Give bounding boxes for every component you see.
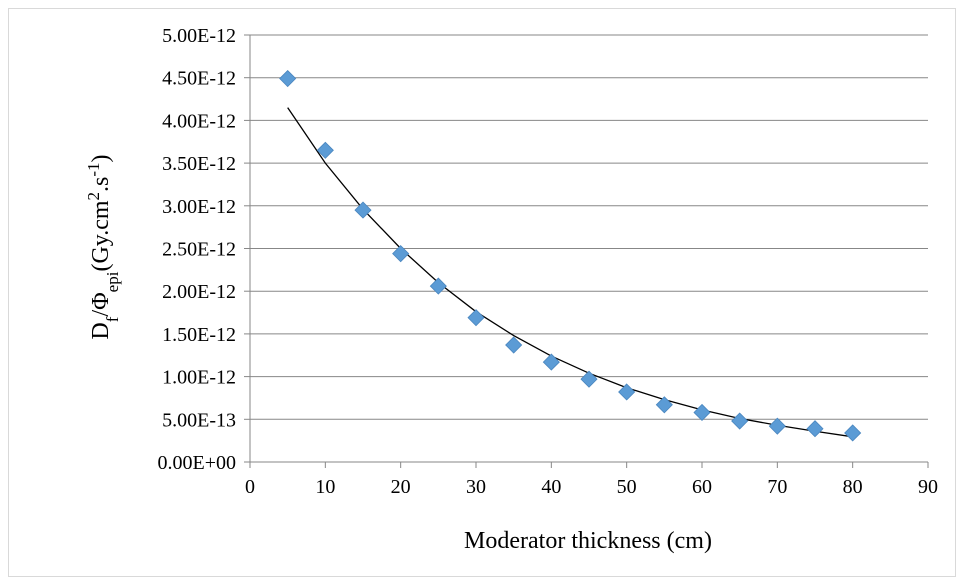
y-tick-label: 0.00E+00 [158, 452, 237, 474]
data-point [543, 354, 559, 370]
y-tick-label: 5.00E-13 [162, 409, 236, 431]
gridlines [250, 35, 928, 419]
data-point [619, 384, 635, 400]
y-tick-label: 4.00E-12 [162, 110, 236, 132]
y-axis-title-part: .s [88, 177, 114, 192]
x-tick-label: 40 [541, 476, 561, 498]
x-tick-labels: 0 10 20 30 40 50 60 70 80 90 [245, 476, 938, 498]
data-point [506, 337, 522, 353]
data-point [732, 413, 748, 429]
data-points [280, 71, 861, 441]
y-axis-title-part: D [88, 322, 114, 339]
y-axis-title: Df/Φepi(Gy.cm2.s-1) [84, 154, 122, 339]
x-tick-label: 30 [466, 476, 486, 498]
y-tick-label: 2.50E-12 [162, 239, 236, 261]
y-tick-label: 3.50E-12 [162, 153, 236, 175]
y-tick-labels: 0.00E+00 5.00E-13 1.00E-12 1.50E-12 2.00E-12… [158, 25, 237, 474]
axes [244, 35, 928, 468]
x-tick-label: 70 [767, 476, 787, 498]
y-tick-label: 1.50E-12 [162, 324, 236, 346]
x-tick-label: 90 [918, 476, 938, 498]
x-tick-label: 60 [692, 476, 712, 498]
y-tick-label: 2.00E-12 [162, 281, 236, 303]
y-axis-title-part: ) [88, 154, 114, 162]
y-tick-label: 5.00E-12 [162, 25, 236, 47]
x-tick-label: 20 [391, 476, 411, 498]
y-axis-title-part: (Gy.cm [88, 200, 114, 271]
data-point [468, 310, 484, 326]
x-axis-title: Moderator thickness (cm) [464, 528, 712, 554]
data-point [581, 371, 597, 387]
data-point [807, 421, 823, 437]
data-point [694, 404, 710, 420]
x-tick-label: 10 [315, 476, 335, 498]
data-point [769, 418, 785, 434]
y-axis-title-part: epi [103, 271, 122, 292]
x-tick-label: 80 [843, 476, 863, 498]
data-point [845, 425, 861, 441]
y-axis-title-part: 2 [84, 192, 103, 201]
x-tick-label: 50 [617, 476, 637, 498]
y-tick-label: 4.50E-12 [162, 68, 236, 90]
y-axis-title-part: /Φ [88, 292, 114, 316]
trendline [288, 108, 853, 437]
data-point [656, 397, 672, 413]
y-axis-title-part: -1 [84, 162, 103, 176]
y-tick-label: 3.00E-12 [162, 196, 236, 218]
data-point [280, 71, 296, 87]
y-tick-label: 1.00E-12 [162, 367, 236, 389]
x-tick-label: 0 [245, 476, 255, 498]
